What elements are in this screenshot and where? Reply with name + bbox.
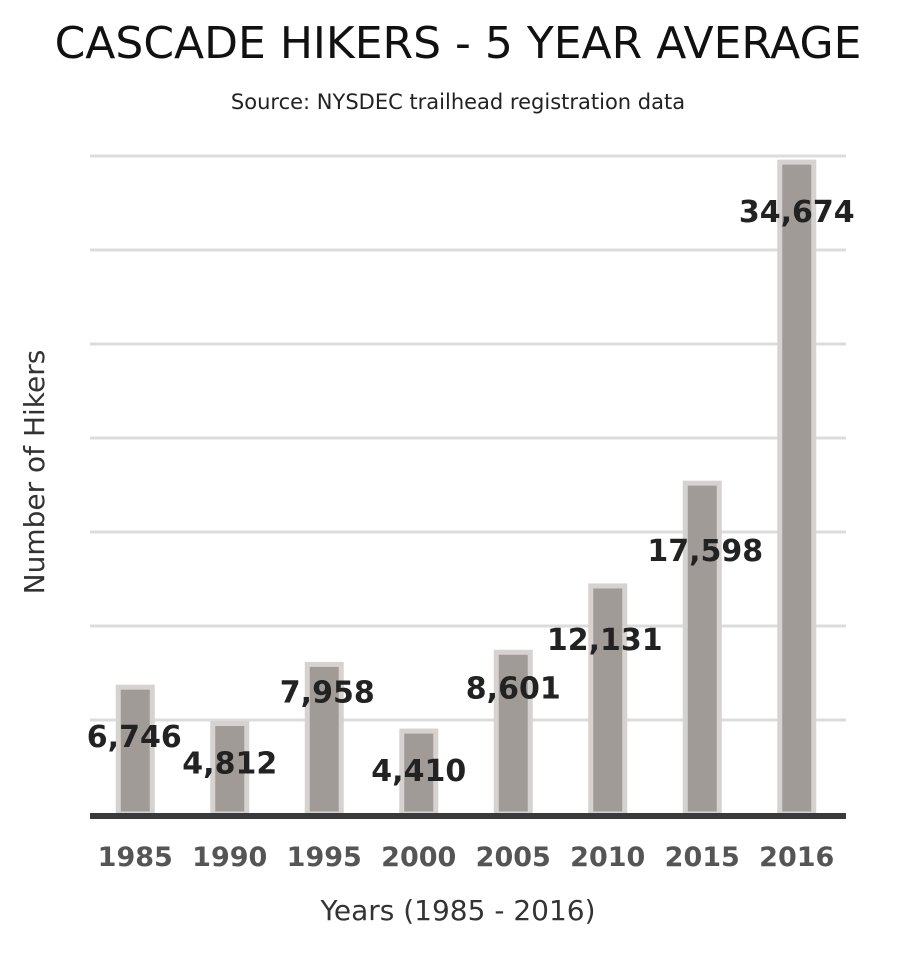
x-tick-label: 2016: [759, 842, 834, 873]
data-label: 6,746: [87, 720, 182, 755]
x-tick-label: 2015: [665, 842, 740, 873]
x-tick-label: 1990: [192, 842, 267, 873]
x-tick-label: 1985: [98, 842, 173, 873]
bar-1985: [115, 684, 155, 817]
x-tick-label: 2000: [381, 842, 456, 873]
bar-1995: [304, 661, 344, 817]
data-label: 4,410: [371, 754, 466, 789]
x-tick-label: 2005: [476, 842, 551, 873]
data-label: 17,598: [647, 534, 763, 569]
bar-2010: [588, 583, 628, 817]
data-label: 4,812: [182, 747, 277, 782]
data-label: 12,131: [547, 623, 663, 658]
x-tick-label: 2010: [570, 842, 645, 873]
data-label: 34,674: [739, 195, 855, 230]
data-label: 7,958: [280, 675, 375, 710]
y-axis-label: Number of Hikers: [18, 350, 51, 595]
gridlines: [90, 154, 846, 722]
bar-2015: [682, 480, 722, 817]
bars: [115, 159, 817, 817]
data-label: 8,601: [466, 671, 561, 706]
chart-subtitle: Source: NYSDEC trailhead registration da…: [230, 90, 686, 114]
bar-2005: [493, 649, 533, 817]
x-tick-label: 1995: [287, 842, 362, 873]
bar-2016: [777, 159, 817, 817]
x-tick-labels: 1985 1990 1995 2000 2005 2010 2015 2016: [98, 842, 835, 873]
chart-title: CASCADE HIKERS - 5 YEAR AVERAGE: [54, 18, 862, 69]
x-axis-label: Years (1985 - 2016): [319, 894, 595, 927]
